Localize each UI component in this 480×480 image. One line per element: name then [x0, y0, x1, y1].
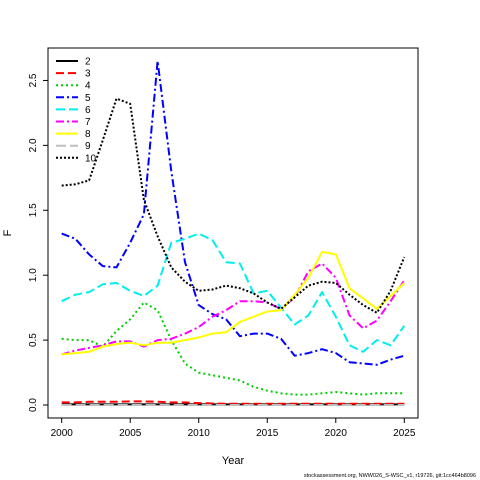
legend-label: 2	[85, 57, 91, 68]
footer-note: stockassessment.org, NWW026_S-WSC_v1, r1…	[304, 473, 476, 479]
x-axis-label: Year	[222, 455, 245, 467]
y-tick-label: 0.0	[28, 398, 39, 412]
series-layer	[61, 60, 406, 406]
x-tick-label: 2025	[393, 428, 416, 439]
x-axis: 2000 2005 2010 2015 2020 2025	[51, 418, 416, 439]
x-tick-label: 2010	[188, 428, 211, 439]
legend-label: 9	[85, 141, 91, 152]
x-tick-label: 2005	[119, 428, 142, 439]
legend-label: 10	[85, 153, 97, 164]
legend-label: 3	[85, 69, 91, 80]
series-line-4	[61, 301, 405, 396]
legend-label: 7	[85, 117, 91, 128]
x-tick-label: 2000	[51, 428, 74, 439]
x-tick-label: 2020	[325, 428, 348, 439]
y-axis-label: F	[2, 229, 14, 236]
y-tick-label: 2.5	[28, 73, 39, 87]
legend-label: 8	[85, 129, 91, 140]
legend-label: 6	[85, 105, 91, 116]
x-tick-label: 2015	[256, 428, 279, 439]
series-line-6	[61, 232, 406, 353]
plot-frame	[47, 47, 419, 419]
legend-label: 5	[85, 93, 91, 104]
y-tick-label: 1.5	[28, 203, 39, 217]
series-line-7	[61, 262, 406, 356]
series-line-5	[61, 60, 405, 366]
y-tick-label: 1.0	[28, 268, 39, 282]
y-tick-label: 0.5	[28, 333, 39, 347]
y-axis: 0.0 0.5 1.0 1.5 2.0 2.5	[28, 73, 48, 412]
series-line-8	[61, 250, 405, 356]
legend-label: 4	[85, 81, 91, 92]
series-line-3	[61, 400, 405, 405]
series-line-10	[61, 97, 406, 314]
y-tick-label: 2.0	[28, 138, 39, 152]
